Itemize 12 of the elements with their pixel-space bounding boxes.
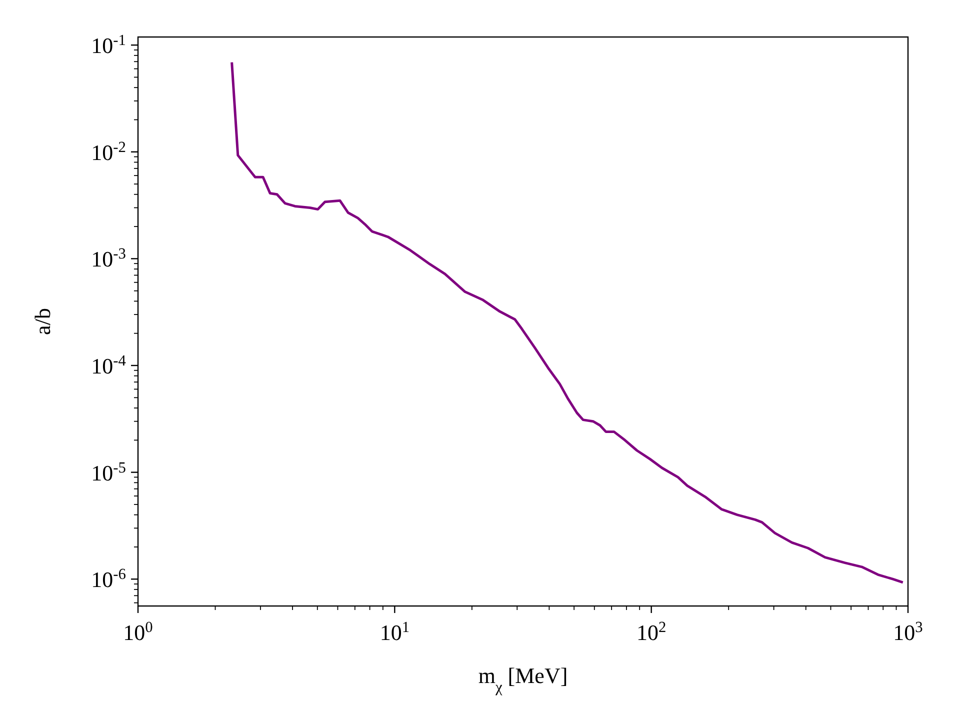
y-tick-label: 10$^{-6}$ [91,566,126,592]
y-tick-label: 10$^{-4}$ [91,352,126,378]
y-tick-label: 10$^{-5}$ [91,458,126,486]
x-tick-label: 10$^{3}$ [893,618,924,645]
y-tick-label: 10$^{-2}$ [91,138,126,165]
x-axis-title: m$_{χ}$ [MeV] [478,663,568,696]
x-tick-label: 10$^{0}$ [123,618,154,645]
y-tick-label: 10$^{-3}$ [91,245,126,272]
x-tick-label: 10$^{1}$ [380,618,410,645]
y-tick-label: 10$^{-1}$ [91,32,126,58]
x-tick-label: 10$^{2}$ [636,618,666,645]
y-axis-title: a/b [30,308,55,335]
